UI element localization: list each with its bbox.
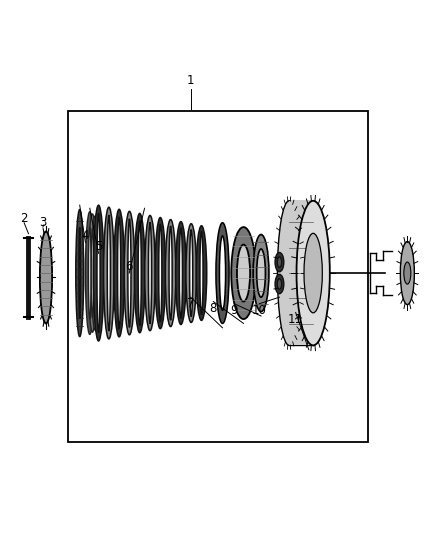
Ellipse shape [176, 222, 186, 325]
Ellipse shape [219, 236, 226, 310]
Ellipse shape [76, 209, 84, 336]
Text: 2: 2 [20, 212, 28, 225]
Ellipse shape [134, 213, 145, 333]
Ellipse shape [148, 222, 152, 324]
Ellipse shape [104, 207, 114, 339]
Ellipse shape [88, 227, 91, 319]
Ellipse shape [128, 219, 131, 327]
Ellipse shape [231, 227, 256, 319]
Ellipse shape [277, 279, 282, 289]
Ellipse shape [277, 257, 282, 268]
Text: 10: 10 [252, 304, 267, 317]
Ellipse shape [200, 231, 203, 314]
Ellipse shape [186, 224, 196, 322]
Ellipse shape [117, 217, 121, 329]
Ellipse shape [92, 216, 99, 330]
Ellipse shape [304, 233, 322, 313]
Ellipse shape [107, 215, 110, 331]
Ellipse shape [145, 215, 155, 330]
Ellipse shape [159, 224, 162, 322]
Text: 11: 11 [288, 312, 303, 326]
Ellipse shape [155, 217, 166, 329]
Ellipse shape [79, 228, 81, 319]
Ellipse shape [114, 209, 124, 337]
Ellipse shape [94, 230, 96, 316]
Ellipse shape [275, 274, 284, 294]
Ellipse shape [85, 212, 94, 334]
Ellipse shape [190, 230, 193, 317]
Ellipse shape [257, 249, 265, 297]
Text: 6: 6 [125, 260, 133, 273]
Ellipse shape [253, 235, 269, 312]
Ellipse shape [138, 221, 141, 326]
Ellipse shape [277, 201, 301, 345]
Ellipse shape [93, 205, 104, 341]
Ellipse shape [275, 253, 284, 272]
Ellipse shape [297, 201, 330, 345]
Ellipse shape [196, 226, 207, 320]
Text: 9: 9 [230, 304, 238, 317]
Text: 4: 4 [81, 229, 89, 243]
Ellipse shape [237, 245, 250, 302]
Text: 3: 3 [39, 216, 46, 229]
Ellipse shape [169, 226, 172, 320]
Polygon shape [289, 201, 313, 345]
Ellipse shape [166, 220, 176, 327]
Ellipse shape [97, 213, 100, 333]
Ellipse shape [88, 214, 96, 332]
Text: 1: 1 [187, 74, 194, 87]
Text: 7: 7 [187, 297, 194, 310]
Ellipse shape [91, 229, 94, 318]
Bar [68, 111, 368, 442]
Ellipse shape [124, 212, 135, 335]
Ellipse shape [400, 241, 414, 304]
Text: 5: 5 [95, 240, 102, 253]
Ellipse shape [179, 228, 183, 318]
Ellipse shape [40, 231, 52, 324]
Text: 8: 8 [210, 302, 217, 314]
Ellipse shape [404, 262, 411, 284]
Ellipse shape [216, 223, 229, 324]
